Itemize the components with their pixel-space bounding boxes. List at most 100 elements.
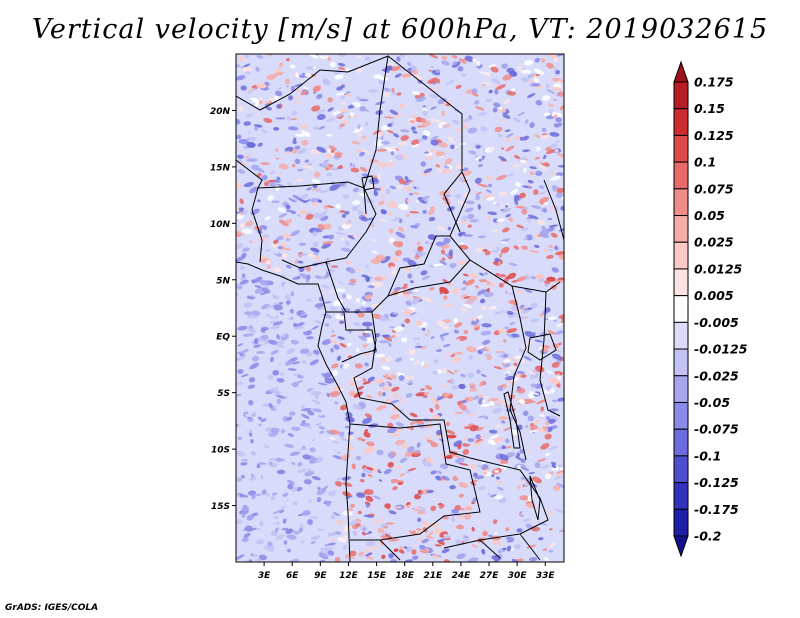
field-speckle — [528, 450, 533, 453]
field-speckle — [524, 483, 530, 487]
field-speckle — [364, 362, 369, 367]
field-speckle — [390, 374, 397, 380]
field-speckle — [300, 348, 310, 354]
field-speckle — [531, 147, 537, 153]
field-speckle — [519, 448, 525, 454]
field-speckle — [550, 461, 557, 466]
field-speckle — [268, 461, 273, 466]
field-speckle — [314, 228, 323, 233]
field-speckle — [548, 244, 553, 249]
field-speckle — [421, 121, 431, 128]
field-speckle — [397, 226, 405, 232]
field-speckle — [272, 532, 278, 537]
field-speckle — [378, 54, 382, 58]
field-speckle — [390, 151, 395, 156]
field-speckle — [474, 191, 483, 196]
field-speckle — [480, 305, 487, 311]
field-speckle — [486, 196, 495, 201]
field-speckle — [237, 368, 244, 375]
field-speckle — [533, 74, 537, 80]
field-speckle — [474, 100, 480, 105]
field-speckle — [480, 380, 487, 386]
field-speckle — [281, 527, 289, 531]
field-speckle — [554, 148, 559, 153]
field-speckle — [522, 410, 529, 416]
field-speckle — [329, 290, 335, 293]
field-speckle — [300, 139, 309, 146]
field-speckle — [261, 228, 266, 234]
field-speckle — [266, 493, 270, 497]
field-speckle — [556, 172, 564, 177]
field-speckle — [309, 359, 320, 366]
field-speckle — [385, 188, 391, 195]
field-speckle — [359, 478, 365, 483]
field-speckle — [477, 235, 487, 239]
field-speckle — [412, 451, 420, 454]
field-speckle — [331, 514, 335, 520]
field-speckle — [430, 522, 439, 528]
field-speckle — [331, 363, 339, 369]
field-speckle — [382, 318, 392, 322]
border-nigeria — [257, 181, 377, 269]
field-speckle — [504, 326, 510, 330]
field-speckle — [442, 343, 451, 348]
field-speckle — [312, 85, 321, 92]
field-speckle — [521, 208, 528, 215]
field-speckle — [337, 355, 342, 361]
field-speckle — [258, 554, 267, 561]
field-speckle — [440, 335, 445, 342]
field-speckle — [260, 338, 270, 342]
field-speckle — [456, 524, 465, 530]
field-speckle — [504, 375, 516, 381]
field-speckle — [286, 115, 291, 121]
field-speckle — [545, 370, 554, 375]
field-speckle — [293, 380, 304, 385]
field-speckle — [390, 413, 400, 420]
field-speckle — [430, 336, 435, 339]
field-speckle — [421, 361, 425, 366]
field-speckle — [255, 438, 264, 443]
field-speckle — [556, 482, 564, 489]
field-speckle — [368, 546, 379, 550]
field-speckle — [360, 216, 369, 222]
field-speckle — [405, 392, 413, 398]
field-speckle — [549, 143, 558, 148]
field-speckle — [236, 75, 246, 81]
field-speckle — [256, 350, 265, 355]
field-speckle — [406, 503, 414, 508]
field-speckle — [461, 287, 467, 291]
field-speckle — [351, 140, 361, 145]
field-speckle — [478, 446, 489, 451]
field-speckle — [477, 315, 483, 319]
field-speckle — [557, 129, 564, 134]
field-speckle — [487, 306, 495, 310]
field-speckle — [297, 462, 303, 467]
colorbar-label: -0.2 — [694, 529, 721, 544]
field-speckle — [357, 206, 363, 210]
field-speckle — [236, 243, 244, 250]
field-speckle — [397, 141, 408, 146]
field-speckle — [532, 369, 537, 373]
field-speckle — [390, 400, 400, 404]
field-speckle — [469, 387, 478, 392]
field-speckle — [464, 207, 474, 213]
field-speckle — [268, 339, 278, 345]
field-speckle — [295, 179, 304, 182]
field-speckle — [437, 502, 443, 506]
field-speckle — [341, 293, 347, 299]
field-speckle — [392, 486, 398, 491]
field-speckle — [241, 373, 249, 378]
field-speckle — [306, 274, 311, 280]
field-speckle — [436, 85, 441, 91]
field-speckle — [415, 96, 426, 102]
field-speckle — [422, 296, 432, 303]
field-speckle — [355, 347, 360, 353]
field-speckle — [539, 414, 545, 418]
field-speckle — [531, 205, 542, 209]
field-speckle — [437, 168, 442, 172]
field-speckle — [251, 279, 256, 284]
field-speckle — [558, 253, 564, 260]
field-speckle — [362, 381, 371, 385]
field-speckle — [341, 102, 346, 105]
field-speckle — [524, 288, 533, 293]
